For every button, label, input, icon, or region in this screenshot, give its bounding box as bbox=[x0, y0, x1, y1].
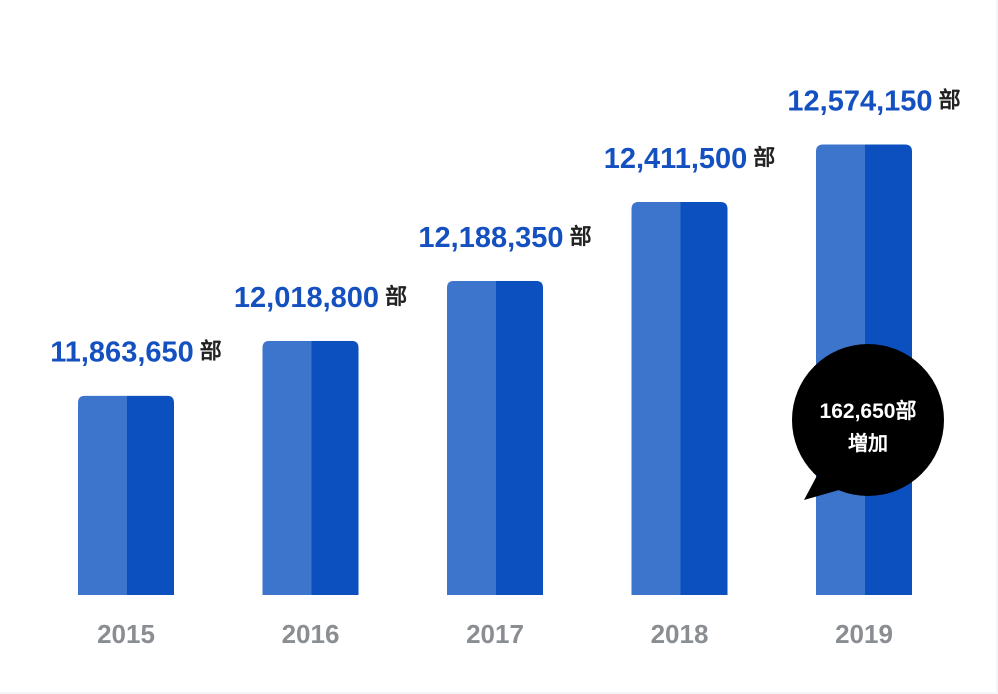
value-label-2019-number: 12,574,150 bbox=[787, 85, 932, 117]
value-label-2015-number: 11,863,650 bbox=[50, 337, 194, 369]
value-label-2018: 12,411,500 部 bbox=[604, 143, 776, 175]
value-label-2017-unit: 部 bbox=[570, 224, 592, 249]
value-label-2015: 11,863,650 部 bbox=[50, 337, 222, 369]
value-label-2018-unit: 部 bbox=[753, 145, 775, 170]
bar-2018 bbox=[631, 202, 728, 595]
category-label-2015: 2015 bbox=[97, 619, 155, 649]
bar-2018-right-face bbox=[680, 202, 728, 595]
annotation-bubble bbox=[792, 344, 944, 496]
value-label-2018-number: 12,411,500 bbox=[604, 143, 748, 175]
annotation-line-2: 増加 bbox=[848, 431, 888, 455]
bar-2015-left-face bbox=[78, 395, 127, 595]
annotation-bubble-tail bbox=[804, 470, 846, 500]
bar-2015 bbox=[78, 395, 174, 595]
bar-2016-left-face bbox=[262, 340, 312, 595]
value-label-2017-number: 12,188,350 bbox=[418, 222, 563, 254]
bar-2017-right-face bbox=[496, 280, 543, 595]
annotation-line-1: 162,650部 bbox=[820, 399, 917, 423]
bar-2016 bbox=[262, 340, 359, 595]
bar-2016-right-face bbox=[311, 340, 359, 595]
value-label-2019-unit: 部 bbox=[939, 87, 961, 112]
category-label-2018: 2018 bbox=[651, 619, 709, 649]
value-label-2017: 12,188,350 部 bbox=[418, 222, 591, 254]
value-label-2015-unit: 部 bbox=[200, 339, 222, 364]
category-label-2019: 2019 bbox=[835, 619, 893, 649]
value-label-2016-number: 12,018,800 bbox=[234, 282, 379, 314]
category-label-2016: 2016 bbox=[282, 619, 340, 649]
bar-2015-right-face bbox=[127, 395, 174, 595]
value-label-2016-unit: 部 bbox=[385, 284, 407, 309]
value-label-2016: 12,018,800 部 bbox=[234, 282, 407, 314]
value-label-2019: 12,574,150 部 bbox=[787, 85, 960, 117]
category-label-2017: 2017 bbox=[466, 619, 524, 649]
bar-2018-left-face bbox=[631, 202, 681, 595]
bar-2017 bbox=[447, 280, 543, 595]
bar-2017-left-face bbox=[447, 280, 496, 595]
